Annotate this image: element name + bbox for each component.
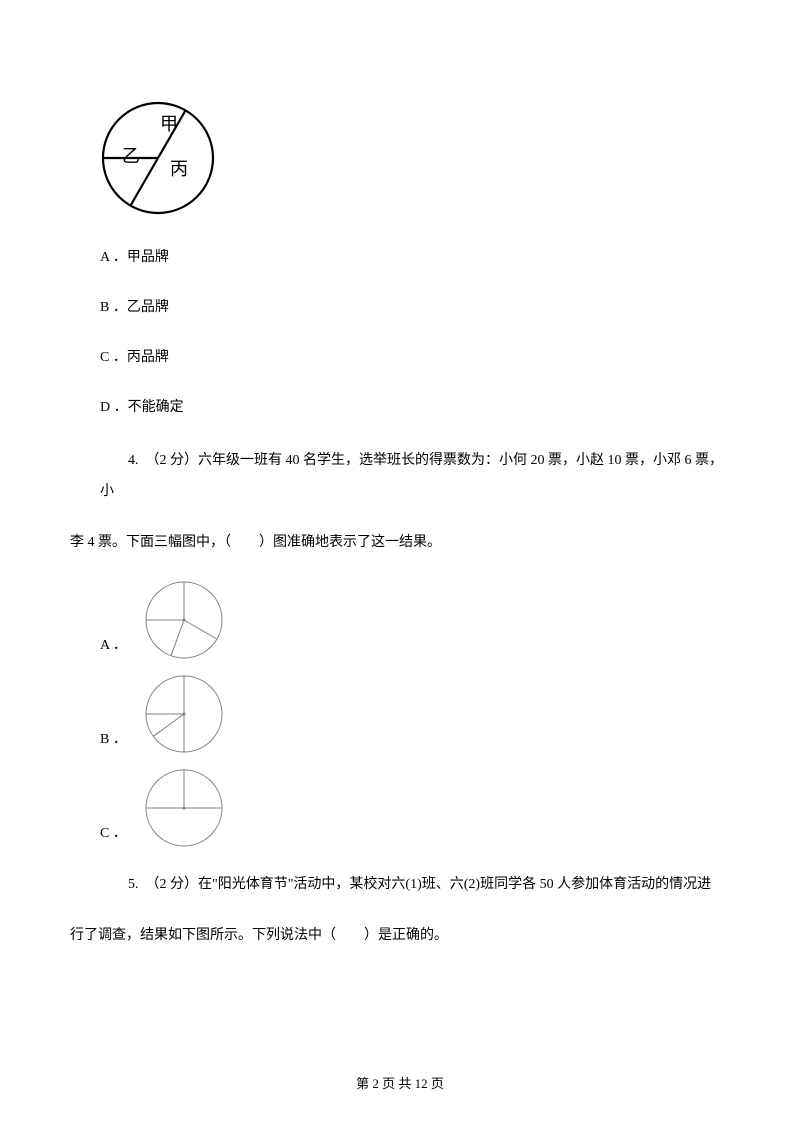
- question-4: 4. （2 分）六年级一班有 40 名学生，选举班长的得票数为：小何 20 票，…: [70, 446, 730, 558]
- option-a: A ．甲品牌: [100, 246, 730, 266]
- q4-option-a-label: A ．: [100, 634, 127, 662]
- pie-label-bing: 丙: [170, 159, 188, 179]
- pie-svg-a: [142, 578, 226, 662]
- q4-line2: 李 4 票。下面三幅图中，（ ）图准确地表示了这一结果。: [70, 528, 730, 559]
- page-footer: 第 2 页 共 12 页: [0, 1073, 800, 1092]
- option-d: D ．不能确定: [100, 396, 730, 416]
- pie-svg-c: [142, 766, 226, 850]
- q4-option-a: A ．: [100, 578, 730, 662]
- q4-option-b-label: B ．: [100, 728, 127, 756]
- pie-label-yi: 乙: [122, 146, 140, 166]
- q5-line2: 行了调查，结果如下图所示。下列说法中（ ）是正确的。: [70, 921, 730, 952]
- pie-label-jia: 甲: [160, 114, 178, 134]
- question-5: 5. （2 分）在"阳光体育节"活动中，某校对六(1)班、六(2)班同学各 50…: [70, 870, 730, 952]
- pie-svg-b: [142, 672, 226, 756]
- pie-chart-main: 甲 乙 丙: [100, 100, 730, 216]
- q5-line1: 5. （2 分）在"阳光体育节"活动中，某校对六(1)班、六(2)班同学各 50…: [100, 870, 730, 901]
- pie-svg-main: 甲 乙 丙: [100, 100, 216, 216]
- q4-option-b: B ．: [100, 672, 730, 756]
- q4-option-c: C ．: [100, 766, 730, 850]
- option-c: C ．丙品牌: [100, 346, 730, 366]
- option-b: B ．乙品牌: [100, 296, 730, 316]
- q4-line1: 4. （2 分）六年级一班有 40 名学生，选举班长的得票数为：小何 20 票，…: [100, 446, 730, 508]
- q4-option-c-label: C ．: [100, 822, 127, 850]
